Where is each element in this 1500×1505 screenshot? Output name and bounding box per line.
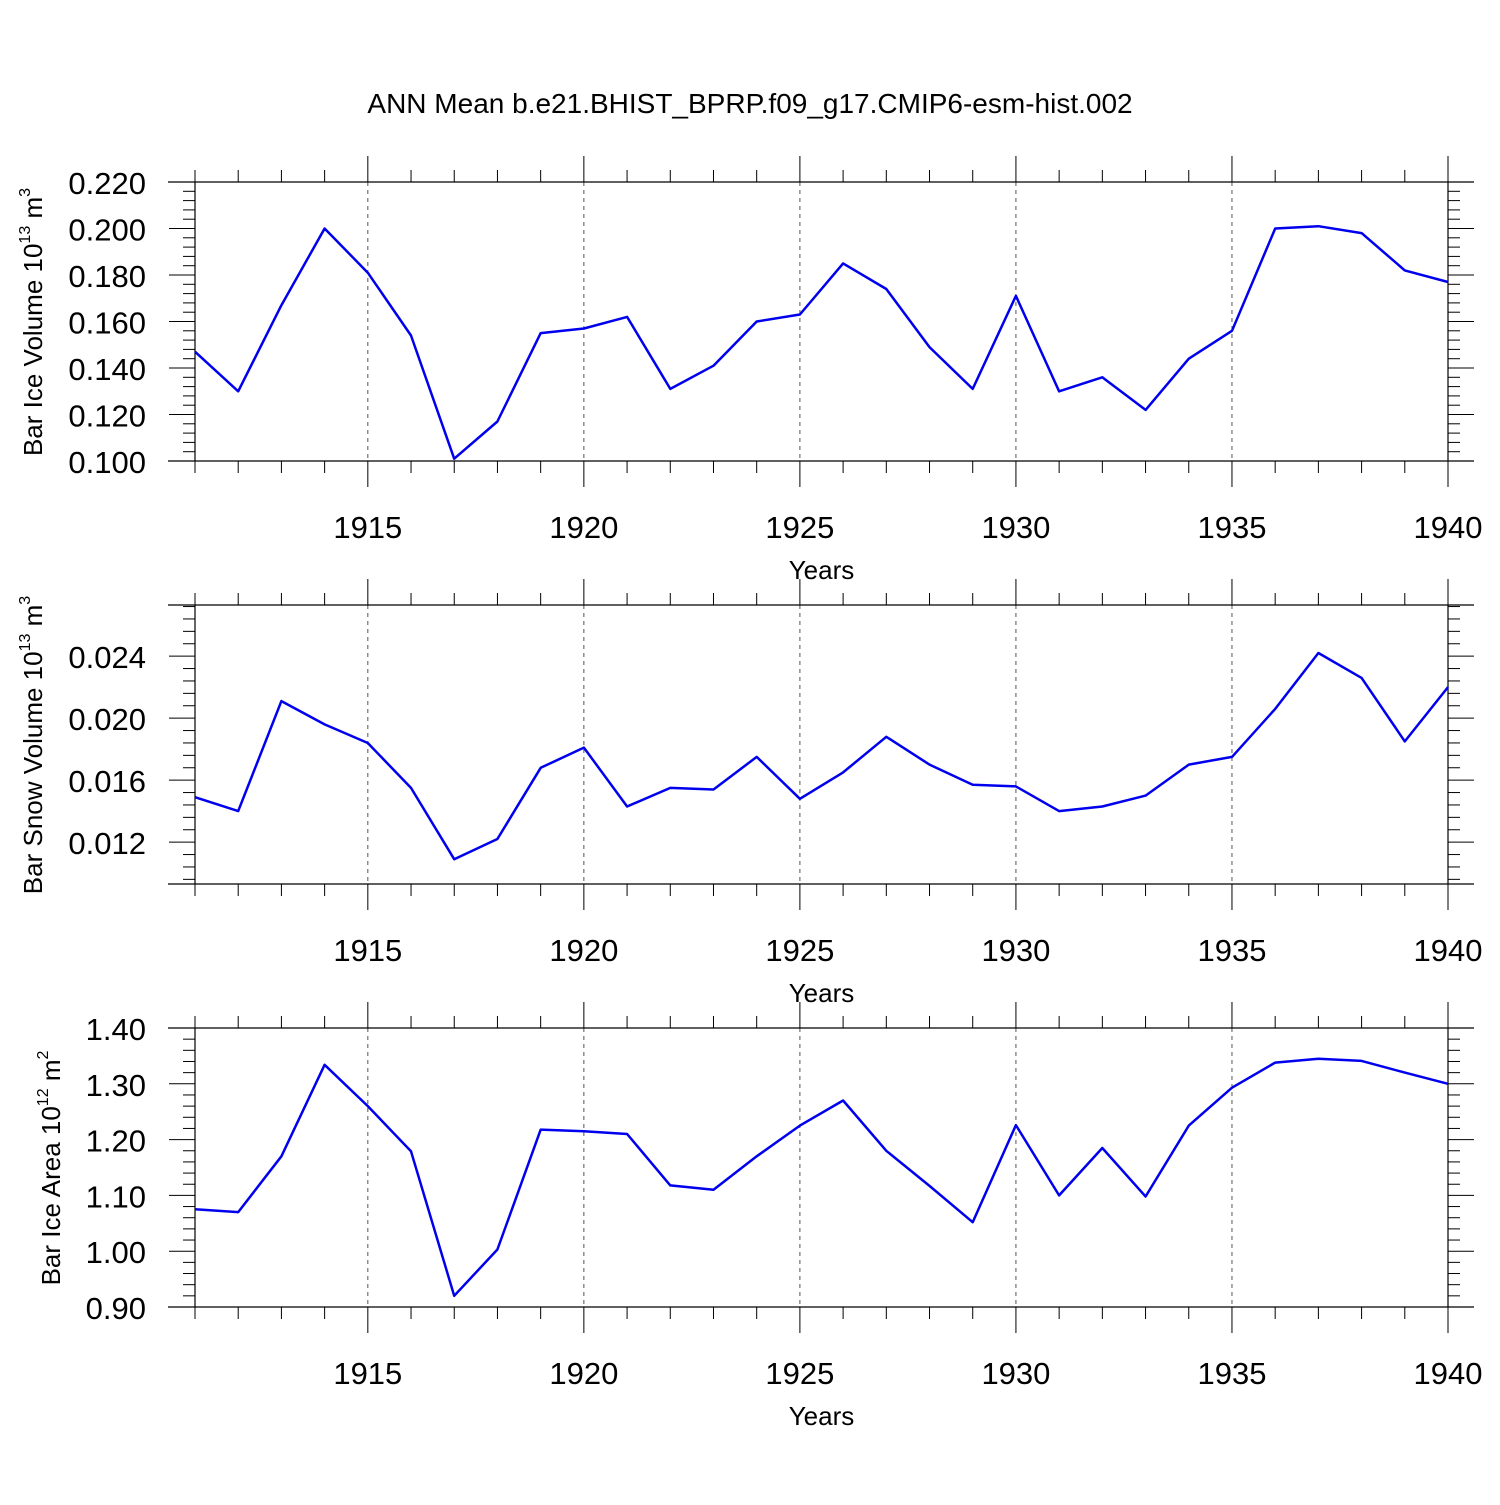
y-axis-label-unit: m <box>36 1059 66 1088</box>
y-tick-label: 0.200 <box>68 213 146 248</box>
y-axis-label-exponent: 13 <box>17 633 34 651</box>
x-tick-label: 1915 <box>333 933 402 968</box>
x-tick-label: 1930 <box>981 1356 1050 1391</box>
y-tick-label: 1.40 <box>86 1012 146 1047</box>
y-tick-label: 1.20 <box>86 1124 146 1159</box>
y-axis-label-unit-exponent: 3 <box>17 596 34 605</box>
y-tick-label: 1.30 <box>86 1068 146 1103</box>
x-tick-label: 1940 <box>1414 933 1483 968</box>
panel-3: 1915 1920 1925 1930 1935 1940 Years 0.90 1.00 1.1… <box>35 1002 1482 1431</box>
series-line <box>194 224 1449 460</box>
x-tick-label: 1925 <box>765 510 834 545</box>
x-tick-label: 1935 <box>1197 510 1266 545</box>
y-tick-label: 0.120 <box>68 399 146 434</box>
y-axis-label-unit: m <box>18 605 48 634</box>
series-line <box>194 651 1449 861</box>
y-axis-label-unit: m <box>18 197 48 226</box>
x-tick-label: 1925 <box>765 933 834 968</box>
y-axis-label-main: Bar Snow Volume 10 <box>18 651 48 894</box>
y-tick-label: 0.90 <box>86 1291 146 1326</box>
chart-title: ANN Mean b.e21.BHIST_BPRP.f09_g17.CMIP6-… <box>367 88 1133 119</box>
panel-2: 1915 1920 1925 1930 1935 1940 Years 0.012 0.016 0… <box>17 579 1482 1008</box>
y-tick-label: 1.00 <box>86 1235 146 1270</box>
y-axis-label-unit-exponent: 3 <box>17 188 34 197</box>
x-tick-label: 1935 <box>1197 933 1266 968</box>
y-tick-label: 0.020 <box>68 702 146 737</box>
y-tick-label: 0.220 <box>68 166 146 201</box>
x-tick-label: 1935 <box>1197 1356 1266 1391</box>
x-tick-label: 1920 <box>549 933 618 968</box>
y-tick-label: 0.180 <box>68 259 146 294</box>
x-axis-label: Years <box>789 978 855 1008</box>
y-axis-label-unit-exponent: 2 <box>35 1050 52 1059</box>
y-tick-label: 0.100 <box>68 445 146 480</box>
x-axis-label: Years <box>789 555 855 585</box>
y-tick-label: 0.140 <box>68 352 146 387</box>
x-tick-label: 1920 <box>549 1356 618 1391</box>
x-tick-label: 1915 <box>333 510 402 545</box>
y-axis-label: Bar Ice Area 1012 m2 <box>35 1050 66 1285</box>
y-axis-label-exponent: 12 <box>35 1088 52 1106</box>
x-tick-label: 1940 <box>1414 510 1483 545</box>
x-tick-label: 1940 <box>1414 1356 1483 1391</box>
x-tick-label: 1915 <box>333 1356 402 1391</box>
y-axis-label-main: Bar Ice Volume 10 <box>18 244 48 456</box>
x-tick-label: 1920 <box>549 510 618 545</box>
y-axis-label: Bar Snow Volume 1013 m3 <box>17 596 48 895</box>
y-axis-label: Bar Ice Volume 1013 m3 <box>17 188 48 456</box>
y-tick-label: 0.160 <box>68 306 146 341</box>
x-tick-label: 1930 <box>981 933 1050 968</box>
panel-1: 1915 1920 1925 1930 1935 1940 Years 0.100 0.120 0… <box>17 156 1482 585</box>
series-line <box>194 1057 1449 1298</box>
y-axis-label-exponent: 13 <box>17 226 34 244</box>
x-axis-label: Years <box>789 1401 855 1431</box>
x-tick-label: 1930 <box>981 510 1050 545</box>
y-tick-label: 1.10 <box>86 1179 146 1214</box>
y-tick-label: 0.012 <box>68 826 146 861</box>
y-tick-label: 0.016 <box>68 764 146 799</box>
y-axis-label-main: Bar Ice Area 10 <box>36 1106 66 1285</box>
y-tick-label: 0.024 <box>68 640 146 675</box>
x-tick-label: 1925 <box>765 1356 834 1391</box>
